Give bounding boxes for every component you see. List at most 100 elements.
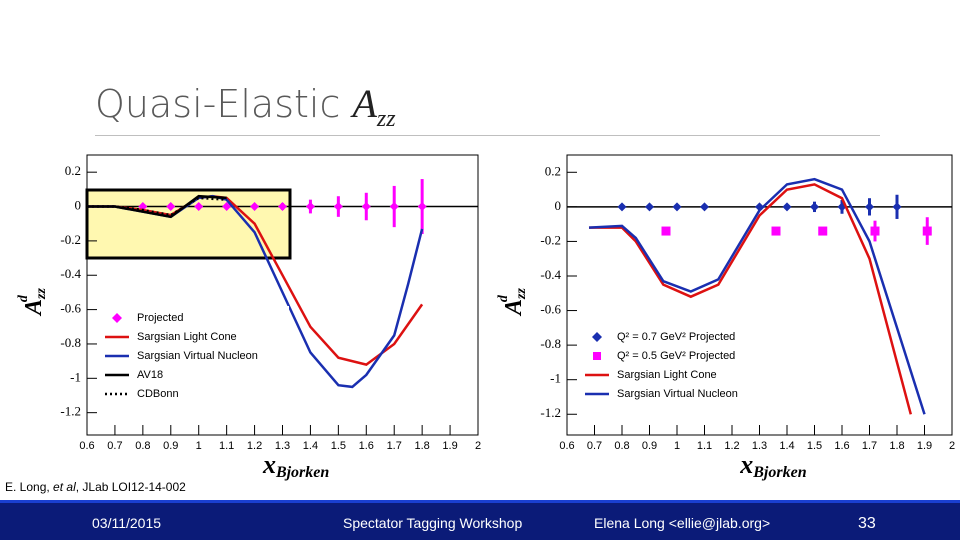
y-tick-label: -1 (550, 371, 561, 386)
legend-swatch (592, 332, 602, 342)
x-tick-label: 1.5 (331, 440, 346, 452)
legend-label: Q² = 0.7 GeV² Projected (617, 331, 735, 343)
data-point (305, 202, 315, 212)
x-tick-label: 1.7 (387, 440, 402, 452)
footer: 03/11/2015 Spectator Tagging Workshop El… (0, 500, 960, 540)
x-label-sub: Bjorken (752, 464, 806, 481)
y-tick-label: -1 (70, 369, 81, 384)
y-label-sub: zz (514, 288, 529, 300)
x-tick-label: 1.8 (889, 440, 904, 452)
x-label-sub: Bjorken (275, 464, 329, 481)
legend-label: Sargsian Virtual Nucleon (617, 388, 738, 400)
y-axis-label: Azzd (16, 288, 49, 317)
x-tick-label: 0.9 (163, 440, 178, 452)
data-point (417, 202, 427, 212)
x-label-main: x (739, 450, 753, 479)
legend-label: Projected (137, 312, 183, 324)
footer-date: 03/11/2015 (92, 515, 162, 531)
y-label-main: A (21, 299, 47, 317)
y-tick-label: -0.6 (540, 302, 561, 317)
data-line (87, 196, 227, 217)
data-point (166, 202, 176, 212)
data-point (617, 202, 627, 212)
x-label-main: x (262, 450, 276, 479)
data-point (361, 202, 371, 212)
x-tick-label: 1.6 (359, 440, 374, 452)
x-tick-label: 0.6 (79, 440, 94, 452)
y-tick-label: 0.2 (545, 163, 561, 178)
data-line (87, 194, 227, 219)
legend-label: Sargsian Virtual Nucleon (137, 350, 258, 362)
x-tick-label: 1.1 (219, 440, 234, 452)
x-tick-label: 1.7 (862, 440, 877, 452)
x-tick-label: 1.9 (917, 440, 932, 452)
x-tick-label: 1.5 (807, 440, 822, 452)
legend-label: Sargsian Light Cone (617, 369, 717, 381)
symbol: A (352, 81, 377, 126)
data-point (194, 202, 204, 212)
y-tick-label: 0 (75, 198, 82, 213)
footer-page: 33 (858, 515, 876, 532)
footer-event: Spectator Tagging Workshop (343, 515, 523, 531)
data-point (333, 202, 343, 212)
title-rule (95, 135, 880, 136)
legend-box (99, 306, 289, 409)
legend-label: Sargsian Light Cone (137, 331, 237, 343)
data-point (278, 202, 287, 212)
legend-swatch (593, 352, 601, 360)
plots: 0.2 0 -0.2 -0.4 -0.6 -0.8 -1 -1.2 0.6 0.7 0.8 0.9 1 1… (16, 154, 955, 481)
data-line (589, 183, 913, 415)
y-tick-label: 0 (555, 198, 562, 213)
data-line (588, 177, 926, 415)
slide-title: Quasi-Elastic Azz (95, 80, 396, 133)
y-tick-label: -0.2 (540, 232, 561, 247)
data-point (672, 202, 682, 212)
y-label-sub: zz (34, 288, 49, 300)
y-tick-label: -0.4 (60, 266, 81, 281)
x-tick-label: 1.1 (697, 440, 712, 452)
data-point (922, 226, 932, 236)
data-point (771, 226, 781, 236)
title-text: Quasi-Elastic (95, 82, 341, 126)
y-tick-label: -0.2 (60, 232, 81, 247)
data-point (661, 226, 671, 236)
y-tick-label: -0.8 (540, 336, 561, 351)
x-tick-label: 0.6 (559, 440, 574, 452)
data-point (810, 202, 819, 212)
x-axis-label: xBjorken (739, 450, 806, 481)
data-point (892, 202, 902, 212)
data-point (250, 202, 260, 212)
legend-box (579, 325, 769, 409)
y-tick-label: -0.4 (540, 267, 561, 282)
citation-authors: E. Long, (5, 480, 50, 494)
data-point (818, 226, 828, 236)
x-tick-label: 2 (949, 440, 955, 452)
y-label-sup: d (496, 294, 511, 302)
y-tick-label: -0.8 (60, 335, 81, 350)
x-tick-label: 1 (674, 440, 680, 452)
title-symbol: Azz (352, 81, 395, 132)
x-tick-label: 1.4 (303, 440, 318, 452)
y-label-sup: d (16, 294, 31, 302)
x-tick-label: 1.2 (247, 440, 262, 452)
symbol-subscript: zz (376, 106, 396, 132)
x-tick-label: 2 (475, 440, 481, 452)
citation-etal: et al (53, 480, 76, 494)
data-point (700, 202, 709, 212)
x-tick-label: 1.6 (834, 440, 849, 452)
x-axis-label: xBjorken (262, 450, 329, 481)
data-point (870, 226, 880, 236)
legend-label: AV18 (137, 369, 163, 381)
x-tick-label: 0.9 (642, 440, 657, 452)
x-tick-label: 1.3 (275, 440, 290, 452)
legend-swatch (112, 313, 122, 323)
data-point (645, 202, 654, 212)
x-tick-label: 1.4 (779, 440, 794, 452)
legend-label: Q² = 0.5 GeV² Projected (617, 350, 735, 362)
citation-source: , JLab LOI12-14-002 (75, 480, 186, 494)
x-tick-label: 0.8 (614, 440, 629, 452)
x-tick-label: 0.7 (107, 440, 122, 452)
y-label-main: A (501, 299, 527, 317)
data-point (782, 202, 792, 212)
